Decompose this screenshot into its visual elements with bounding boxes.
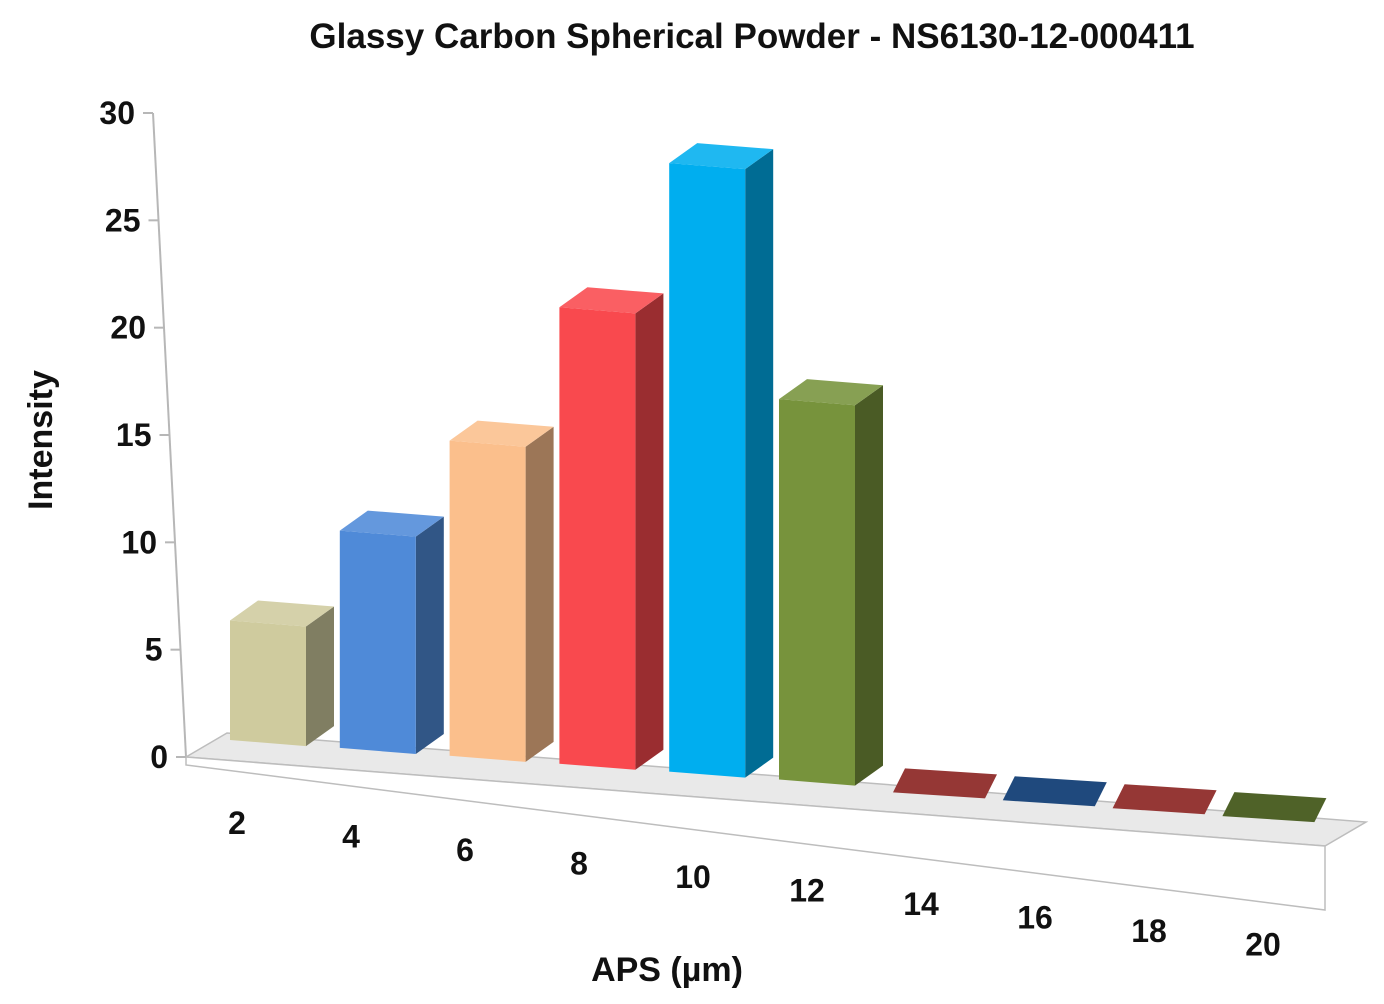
- bar-side: [745, 149, 774, 778]
- bar-side: [415, 516, 444, 754]
- bar-side: [306, 606, 334, 747]
- y-tick-label: 0: [150, 739, 168, 775]
- x-tick-label: 18: [1131, 913, 1167, 949]
- bar-top: [669, 143, 774, 170]
- bar-top: [449, 420, 554, 447]
- x-tick-label: 8: [570, 846, 588, 882]
- axes-layer: [152, 112, 1369, 911]
- bar-base: [1002, 776, 1107, 807]
- x-tick-label: 20: [1245, 927, 1281, 963]
- x-tick-label: 4: [342, 819, 360, 855]
- bar-front: [559, 307, 636, 770]
- y-tick-label: 15: [116, 417, 152, 453]
- bar-top: [779, 379, 883, 406]
- floor-front: [185, 756, 1326, 911]
- bar: [779, 379, 883, 786]
- bar-front: [779, 399, 855, 786]
- bar: [1112, 784, 1217, 815]
- bar: [339, 510, 444, 754]
- bar: [230, 600, 334, 747]
- bar: [669, 143, 774, 778]
- y-ticks: 0 5 10 15 20 25 30: [99, 95, 186, 775]
- bar: [449, 420, 554, 762]
- bar: [1222, 792, 1327, 823]
- bars: [230, 143, 1327, 823]
- bar-base: [1112, 784, 1217, 815]
- x-axis-title: APS (µm): [591, 951, 743, 989]
- y-tick-label: 5: [145, 632, 163, 668]
- bar-top: [559, 287, 664, 314]
- chart-title: Glassy Carbon Spherical Powder - NS6130-…: [309, 17, 1194, 56]
- bar-front: [339, 530, 416, 754]
- x-tick-label: 14: [903, 886, 939, 922]
- bar-base: [1222, 792, 1327, 823]
- bar-top: [339, 510, 444, 537]
- bar-side: [855, 385, 883, 786]
- bar-base: [893, 768, 997, 799]
- bar-front: [449, 440, 526, 762]
- bar-side: [635, 293, 664, 770]
- y-tick-label: 25: [105, 202, 141, 238]
- y-axis-title: Intensity: [22, 370, 60, 510]
- x-tick-label: 6: [456, 832, 474, 868]
- x-tick-label: 16: [1017, 900, 1053, 936]
- bar-side: [525, 426, 554, 762]
- y-tick-label: 10: [121, 524, 157, 560]
- bar-top: [230, 600, 334, 627]
- x-tick-label: 2: [228, 805, 246, 841]
- bar: [893, 768, 997, 799]
- bar-front: [669, 163, 746, 778]
- x-tick-label: 12: [789, 873, 825, 909]
- bar: [1002, 776, 1107, 807]
- bar-front: [230, 620, 306, 747]
- y-tick-label: 20: [110, 310, 146, 346]
- bar: [559, 287, 664, 770]
- x-tick-label: 10: [675, 859, 711, 895]
- y-tick-label: 30: [99, 95, 135, 131]
- x-tick-labels: 2 4 6 8 10 12 14 16 18 20: [228, 805, 1281, 963]
